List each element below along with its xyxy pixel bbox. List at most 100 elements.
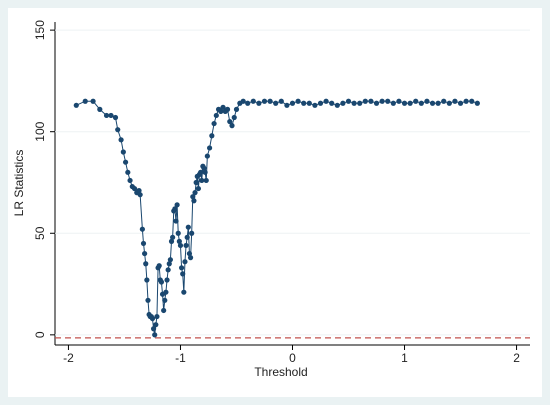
data-point (245, 100, 251, 106)
data-point (441, 98, 447, 104)
data-point (103, 112, 110, 119)
data-point (201, 165, 207, 171)
data-point (220, 104, 226, 110)
data-point (167, 257, 173, 263)
data-point (317, 100, 324, 106)
data-point (195, 185, 201, 192)
data-point (379, 98, 385, 104)
data-point (168, 238, 175, 244)
data-point (357, 100, 363, 106)
y-tick-label: 50 (33, 226, 47, 240)
plot-background (8, 8, 542, 397)
data-point (323, 98, 329, 104)
data-point (73, 102, 79, 108)
data-point (390, 100, 396, 106)
data-point (452, 98, 458, 104)
data-point (152, 332, 158, 338)
data-point (209, 133, 215, 139)
data-point (82, 98, 88, 104)
data-point (156, 263, 162, 269)
data-point (175, 230, 181, 236)
data-point (125, 169, 131, 175)
data-point (112, 114, 119, 121)
data-point (180, 271, 186, 277)
data-point (153, 322, 159, 328)
data-point (140, 240, 147, 247)
data-point (122, 159, 129, 165)
data-point (229, 123, 235, 129)
data-point (187, 255, 194, 261)
data-point (165, 267, 171, 273)
data-point (435, 100, 441, 106)
data-point (131, 185, 138, 192)
data-point (295, 98, 301, 104)
data-point (142, 250, 148, 257)
data-point (407, 100, 413, 106)
data-point (457, 100, 464, 106)
data-point (162, 297, 168, 303)
data-point (273, 100, 279, 106)
data-point (224, 106, 231, 112)
x-tick-label: -2 (63, 351, 74, 365)
data-point (474, 100, 480, 106)
data-point (396, 98, 402, 104)
data-point (267, 98, 273, 104)
data-point (174, 202, 180, 208)
data-point (186, 250, 193, 257)
data-point (163, 289, 169, 295)
data-point (193, 179, 199, 186)
data-point (115, 127, 121, 133)
data-point (368, 98, 374, 104)
y-axis-label: LR Statistics (12, 150, 26, 217)
data-point (198, 169, 204, 175)
data-point (154, 313, 160, 320)
data-point (143, 261, 149, 267)
data-point (176, 238, 182, 244)
data-point (189, 230, 195, 236)
data-point (345, 98, 352, 104)
data-point (334, 102, 340, 108)
data-point (120, 149, 126, 155)
data-point (284, 102, 290, 108)
data-point (429, 100, 436, 106)
data-point (172, 206, 178, 212)
data-point (446, 100, 452, 106)
data-point (108, 112, 114, 119)
x-tick-label: 1 (401, 351, 408, 365)
data-point (161, 307, 167, 314)
data-point (192, 190, 198, 196)
data-point (184, 234, 190, 240)
y-tick-label: 100 (33, 121, 47, 141)
data-point (227, 118, 233, 125)
data-point (178, 265, 185, 271)
data-point (261, 98, 268, 104)
data-point (463, 98, 469, 104)
data-point (424, 98, 430, 104)
data-point (469, 98, 475, 104)
y-tick-label: 150 (33, 20, 47, 40)
data-point (139, 226, 145, 232)
data-point (145, 297, 151, 303)
x-tick-label: 2 (513, 351, 520, 365)
data-point (170, 234, 176, 240)
data-point (150, 326, 157, 332)
data-point (329, 100, 335, 106)
data-point (218, 108, 224, 114)
data-point (278, 98, 284, 104)
data-point (204, 153, 210, 159)
x-tick-label: 0 (289, 351, 296, 365)
data-point (206, 145, 213, 151)
x-axis-label: Threshold (254, 365, 307, 379)
data-point (240, 98, 246, 104)
data-point (173, 218, 179, 224)
data-point (90, 98, 96, 104)
data-point (137, 192, 143, 198)
data-point (306, 100, 312, 106)
data-point (166, 261, 172, 267)
data-point (202, 169, 208, 175)
data-point (182, 259, 188, 265)
data-point (158, 279, 165, 285)
data-point (118, 137, 124, 143)
data-point (233, 106, 240, 112)
data-point (231, 114, 237, 121)
